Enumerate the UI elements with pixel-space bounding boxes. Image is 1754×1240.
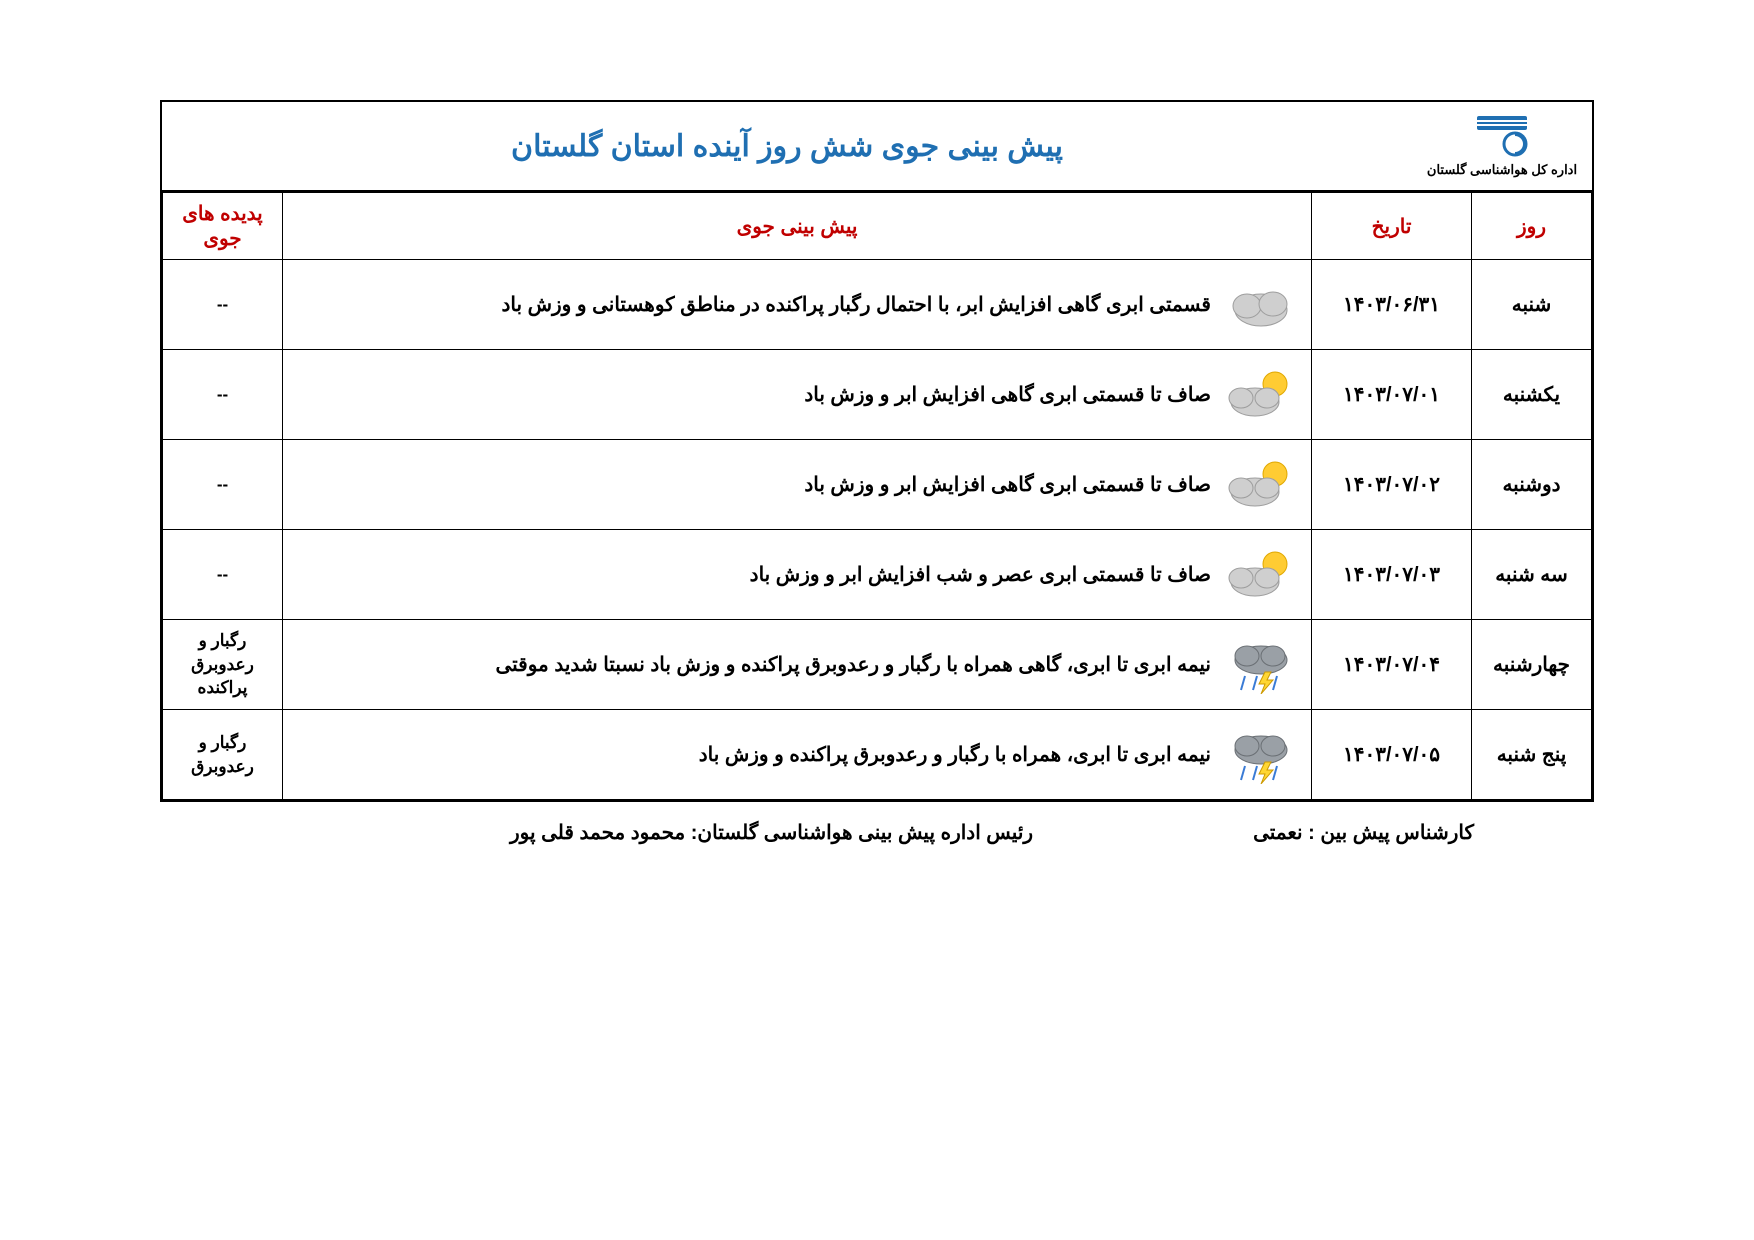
table-header-row: روز تاریخ پیش بینی جوی پدیده های جوی <box>163 193 1592 260</box>
cell-forecast: صاف تا قسمتی ابری گاهی افزایش ابر و وزش … <box>283 350 1312 440</box>
cell-date: ۱۴۰۳/۰۷/۰۴ <box>1312 620 1472 710</box>
forecast-text: صاف تا قسمتی ابری عصر و شب افزایش ابر و … <box>297 559 1211 591</box>
col-header-phenomena: پدیده های جوی <box>163 193 283 260</box>
cell-phenomena: رگبار و رعدوبرق <box>163 710 283 800</box>
cell-day: یکشنبه <box>1472 350 1592 440</box>
title-row: اداره کل هواشناسی گلستان پیش بینی جوی شش… <box>162 102 1592 192</box>
suncloud-weather-icon <box>1225 366 1297 424</box>
cell-forecast: صاف تا قسمتی ابری گاهی افزایش ابر و وزش … <box>283 440 1312 530</box>
table-row: شنبه۱۴۰۳/۰۶/۳۱ قسمتی ابری گاهی افزایش ابر… <box>163 260 1592 350</box>
table-row: دوشنبه۱۴۰۳/۰۷/۰۲ صاف تا قسمتی ابری گاهی ا… <box>163 440 1592 530</box>
cell-forecast: نیمه ابری تا ابری، گاهی همراه با رگبار و… <box>283 620 1312 710</box>
cell-date: ۱۴۰۳/۰۷/۰۲ <box>1312 440 1472 530</box>
forecaster-line: کارشناس پیش بین : نعمتی <box>1253 820 1474 845</box>
chief-name: محمود محمد قلی پور <box>510 822 685 844</box>
forecast-text: نیمه ابری تا ابری، گاهی همراه با رگبار و… <box>297 649 1211 681</box>
forecaster-name: نعمتی <box>1253 822 1302 844</box>
page-title: پیش بینی جوی شش روز آینده استان گلستان <box>511 129 1063 164</box>
cell-day: چهارشنبه <box>1472 620 1592 710</box>
storm-weather-icon <box>1225 726 1297 784</box>
table-row: چهارشنبه۱۴۰۳/۰۷/۰۴ نیمه ابری تا ابری، گاه… <box>163 620 1592 710</box>
chief-line: رئیس اداره پیش بینی هواشناسی گلستان: محم… <box>510 820 1033 845</box>
cell-forecast: نیمه ابری تا ابری، همراه با رگبار و رعدو… <box>283 710 1312 800</box>
table-row: سه شنبه۱۴۰۳/۰۷/۰۳ صاف تا قسمتی ابری عصر و… <box>163 530 1592 620</box>
meteorology-logo-icon <box>1475 114 1529 158</box>
logo-label: اداره کل هواشناسی گلستان <box>1427 162 1577 178</box>
cell-date: ۱۴۰۳/۰۷/۰۱ <box>1312 350 1472 440</box>
chief-label: رئیس اداره پیش بینی هواشناسی گلستان: <box>691 822 1033 844</box>
cell-day: سه شنبه <box>1472 530 1592 620</box>
forecast-table: روز تاریخ پیش بینی جوی پدیده های جوی شنب… <box>162 192 1592 800</box>
cell-date: ۱۴۰۳/۰۶/۳۱ <box>1312 260 1472 350</box>
forecast-text: قسمتی ابری گاهی افزایش ابر، با احتمال رگ… <box>297 289 1211 321</box>
cell-phenomena: -- <box>163 260 283 350</box>
storm-weather-icon <box>1225 636 1297 694</box>
col-header-forecast: پیش بینی جوی <box>283 193 1312 260</box>
cell-phenomena: -- <box>163 350 283 440</box>
title-cell: پیش بینی جوی شش روز آینده استان گلستان <box>162 129 1412 164</box>
cell-forecast: قسمتی ابری گاهی افزایش ابر، با احتمال رگ… <box>283 260 1312 350</box>
footer: کارشناس پیش بین : نعمتی رئیس اداره پیش ب… <box>160 802 1594 845</box>
cell-date: ۱۴۰۳/۰۷/۰۳ <box>1312 530 1472 620</box>
forecast-document: اداره کل هواشناسی گلستان پیش بینی جوی شش… <box>160 100 1594 802</box>
cell-day: شنبه <box>1472 260 1592 350</box>
cell-day: پنج شنبه <box>1472 710 1592 800</box>
cell-phenomena: رگبار و رعدوبرق پراکنده <box>163 620 283 710</box>
cell-day: دوشنبه <box>1472 440 1592 530</box>
suncloud-weather-icon <box>1225 546 1297 604</box>
cell-phenomena: -- <box>163 440 283 530</box>
cell-forecast: صاف تا قسمتی ابری عصر و شب افزایش ابر و … <box>283 530 1312 620</box>
col-header-date: تاریخ <box>1312 193 1472 260</box>
col-header-day: روز <box>1472 193 1592 260</box>
forecast-text: صاف تا قسمتی ابری گاهی افزایش ابر و وزش … <box>297 379 1211 411</box>
cell-date: ۱۴۰۳/۰۷/۰۵ <box>1312 710 1472 800</box>
suncloud-weather-icon <box>1225 456 1297 514</box>
table-row: پنج شنبه۱۴۰۳/۰۷/۰۵ نیمه ابری تا ابری، همر… <box>163 710 1592 800</box>
cell-phenomena: -- <box>163 530 283 620</box>
logo-cell: اداره کل هواشناسی گلستان <box>1412 114 1592 178</box>
forecast-text: صاف تا قسمتی ابری گاهی افزایش ابر و وزش … <box>297 469 1211 501</box>
table-row: یکشنبه۱۴۰۳/۰۷/۰۱ صاف تا قسمتی ابری گاهی ا… <box>163 350 1592 440</box>
cloud-weather-icon <box>1225 276 1297 334</box>
forecaster-label: کارشناس پیش بین : <box>1308 822 1474 844</box>
forecast-text: نیمه ابری تا ابری، همراه با رگبار و رعدو… <box>297 739 1211 771</box>
